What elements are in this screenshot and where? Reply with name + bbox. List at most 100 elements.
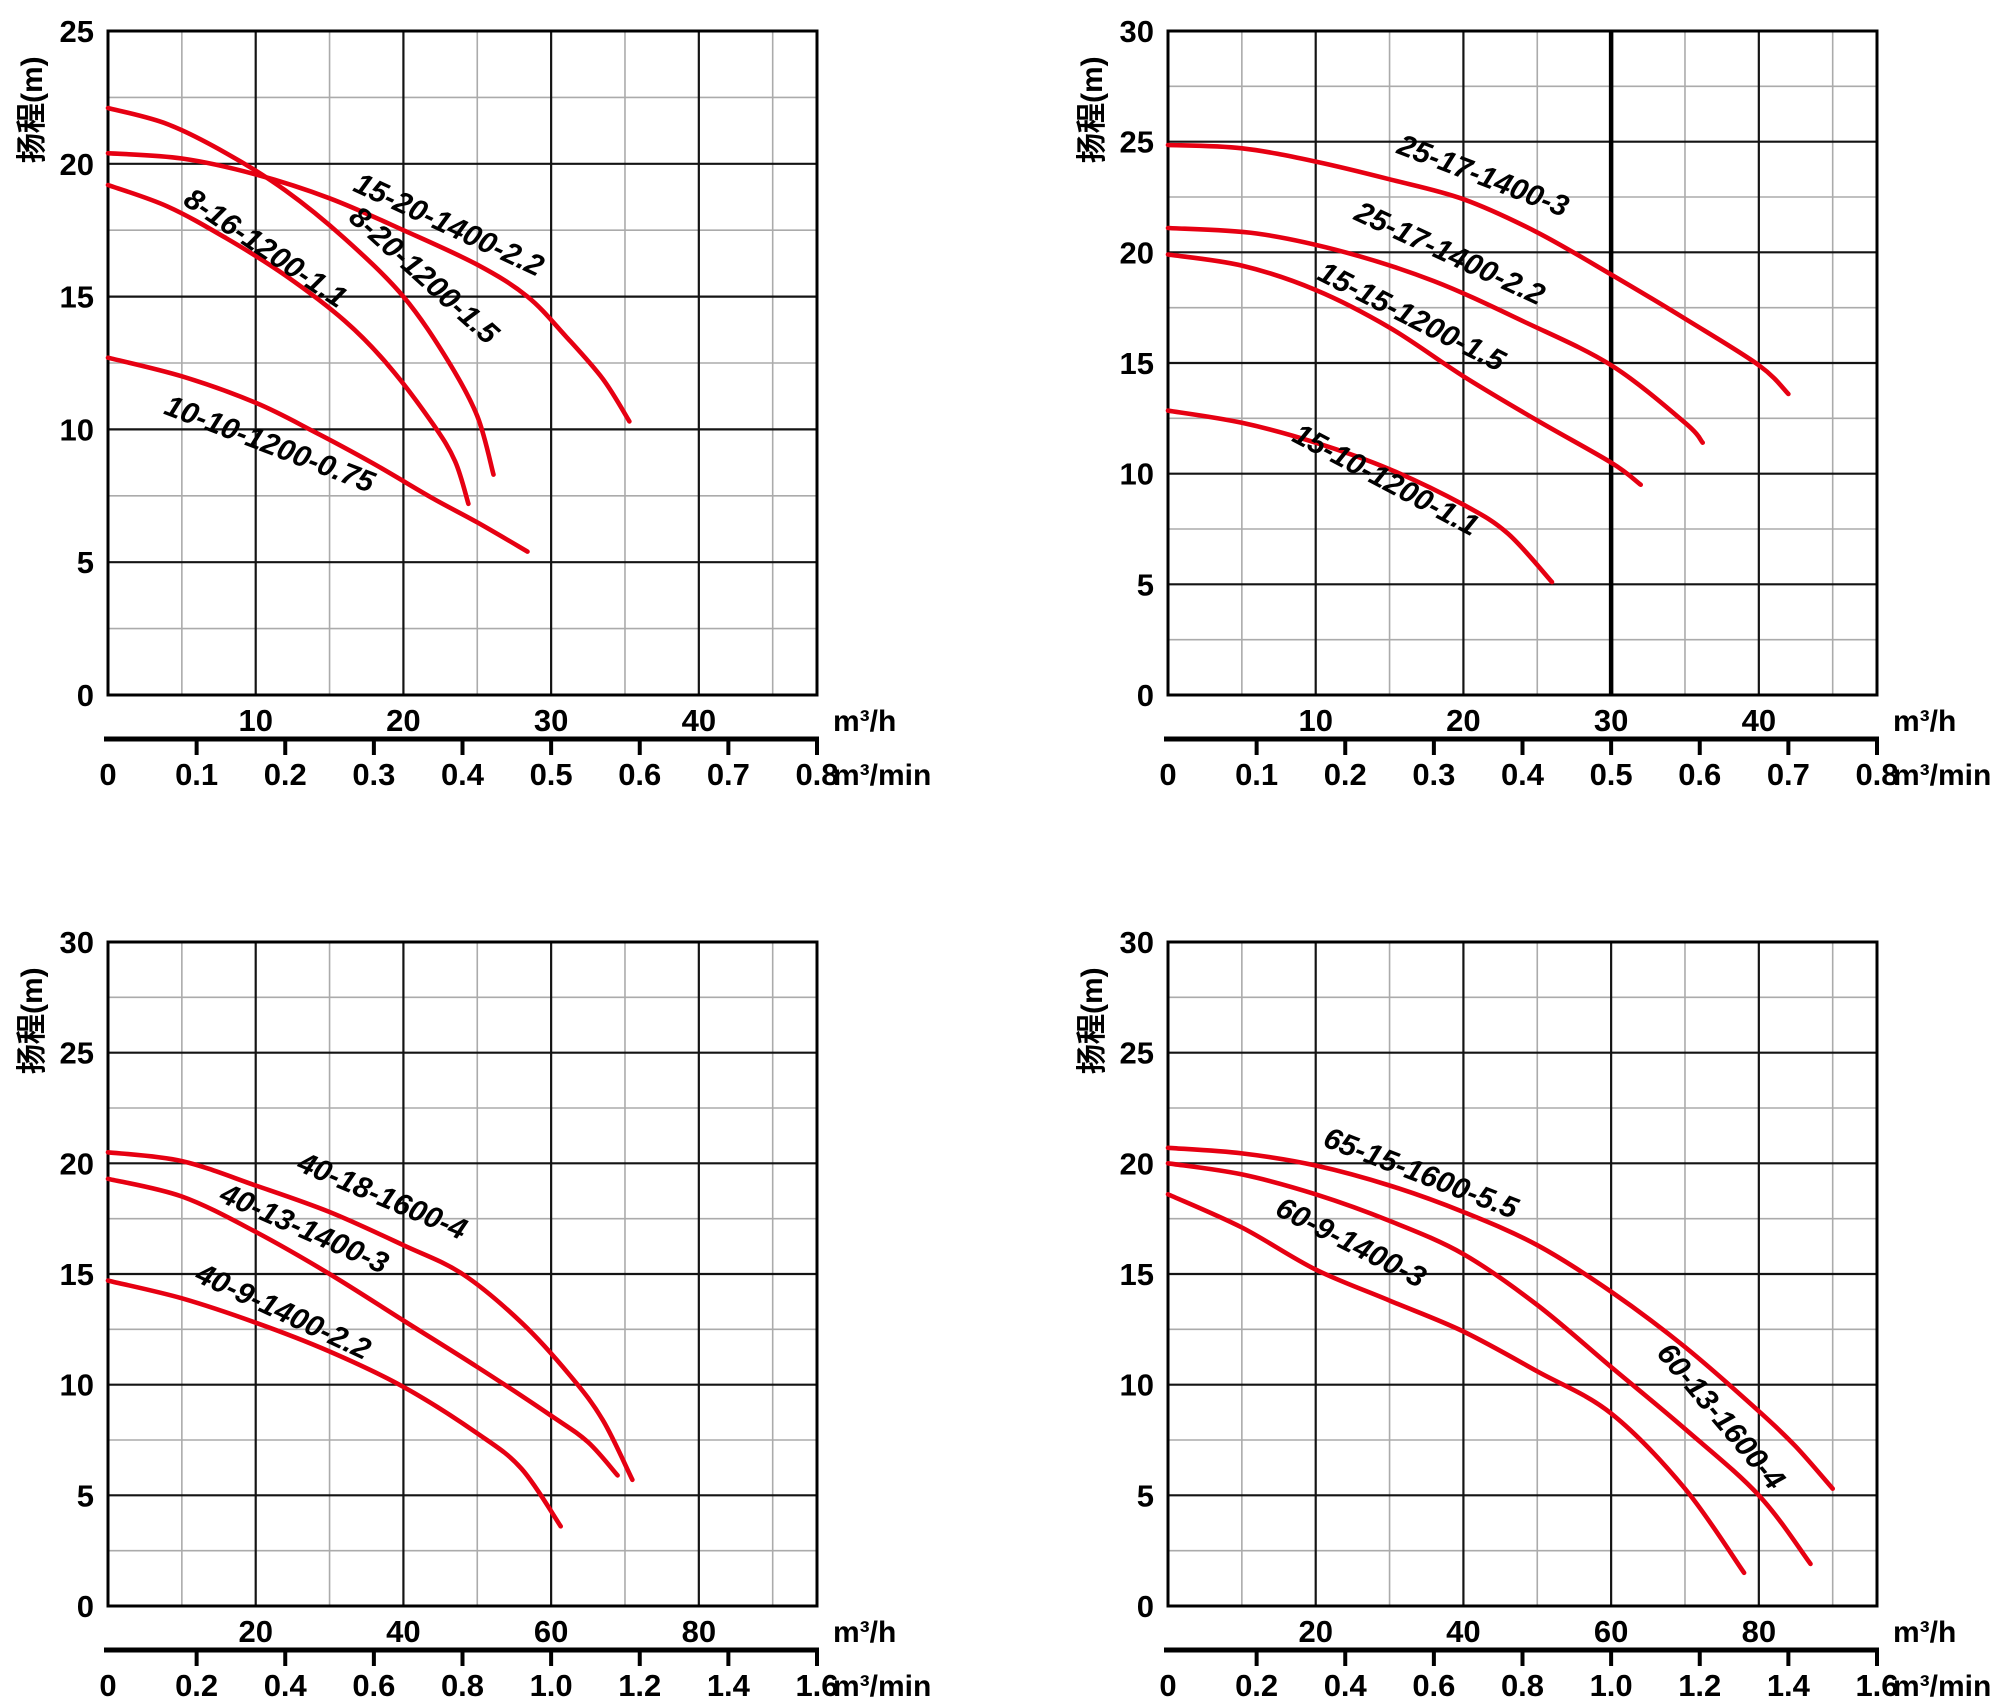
minute-axis-tick-label: 0 bbox=[99, 1668, 116, 1703]
minute-axis-tick-label: 1.4 bbox=[707, 1668, 751, 1703]
x-axis-tick-label: 20 bbox=[386, 703, 420, 738]
x-axis-tick-label: 30 bbox=[1594, 703, 1628, 738]
y-axis-title: 扬程(m) bbox=[16, 967, 49, 1074]
pump-curve-25-17-1400-3 bbox=[1165, 142, 1791, 397]
plot-border bbox=[106, 940, 819, 1608]
x-axis-tick-label: 10 bbox=[1298, 703, 1332, 738]
chart-bottom-left: 0 5 10 15 20 25 30 扬程(m) 20 40 60 80 m³/h 0 0.2 0.4 0.6 0… bbox=[0, 854, 1006, 1707]
minute-axis-unit-label: m³/min bbox=[1893, 759, 1991, 792]
y-axis-tick-label: 30 bbox=[60, 925, 94, 960]
minute-axis-tick-label: 1.0 bbox=[530, 1668, 573, 1703]
minute-axis-unit-label: m³/min bbox=[833, 759, 931, 792]
minute-axis-tick-label: 0.5 bbox=[530, 757, 573, 792]
x-axis-tick-label: 60 bbox=[1594, 1614, 1628, 1649]
minute-axis-tick-label: 0.8 bbox=[1855, 757, 1898, 792]
minute-axis-tick-label: 0.6 bbox=[1678, 757, 1721, 792]
x-axis-unit-label: m³/h bbox=[1893, 705, 1956, 738]
pump-curve-label: 10-10-1200-0.75 bbox=[160, 389, 380, 500]
y-axis-title: 扬程(m) bbox=[1076, 967, 1109, 1074]
minute-axis-tick-label: 1.4 bbox=[1767, 1668, 1811, 1703]
y-axis-tick-label: 5 bbox=[77, 1478, 94, 1513]
pump-curve-40-13-1400-3 bbox=[105, 1176, 620, 1478]
x-axis-tick-label: 40 bbox=[386, 1614, 420, 1649]
minute-axis-tick-label: 0 bbox=[99, 757, 116, 792]
x-axis-tick-label: 30 bbox=[534, 703, 568, 738]
x-axis-tick-label: 20 bbox=[1446, 703, 1480, 738]
chart-top-right-canvas: 0 5 10 15 20 25 30 扬程(m) 10 20 30 40 m³/h 0 0.1 0.2 0.3 0… bbox=[1076, 14, 1991, 792]
pump-curve-label: 8-16-1200-1.1 bbox=[178, 182, 353, 315]
y-axis-tick-label: 20 bbox=[60, 1146, 94, 1181]
y-axis-tick-label: 15 bbox=[60, 1257, 94, 1292]
minute-axis-tick-label: 0.3 bbox=[1412, 757, 1455, 792]
pump-curve-8-16-1200-1.1 bbox=[105, 182, 471, 507]
minute-axis-tick-label: 0.6 bbox=[618, 757, 661, 792]
x-axis-tick-label: 80 bbox=[682, 1614, 716, 1649]
pump-curve-25-17-1400-2.2 bbox=[1165, 225, 1705, 445]
pump-curve-60-9-1400-3 bbox=[1165, 1192, 1747, 1576]
minute-axis-tick-label: 0.8 bbox=[1501, 1668, 1544, 1703]
minute-axis-tick-label: 0.4 bbox=[441, 757, 485, 792]
pump-curve-60-13-1600-4 bbox=[1165, 1161, 1813, 1567]
minute-axis-tick-label: 0.3 bbox=[352, 757, 395, 792]
minute-axis-tick-label: 0.2 bbox=[175, 1668, 218, 1703]
x-axis-unit-label: m³/h bbox=[833, 1616, 896, 1649]
y-axis-tick-label: 0 bbox=[77, 678, 94, 713]
plot-border bbox=[106, 29, 819, 697]
minute-axis-tick-label: 0.2 bbox=[1324, 757, 1367, 792]
minute-axis-unit-label: m³/min bbox=[833, 1670, 931, 1703]
minute-axis-tick-label: 1.2 bbox=[618, 1668, 661, 1703]
pump-curve-40-9-1400-2.2 bbox=[105, 1278, 563, 1529]
minute-axis-tick-label: 1.2 bbox=[1678, 1668, 1721, 1703]
minute-axis-tick-label: 0.8 bbox=[795, 757, 838, 792]
chart-top-right: 0 5 10 15 20 25 30 扬程(m) 10 20 30 40 m³/h 0 0.1 0.2 0.3 0… bbox=[1007, 0, 2013, 853]
x-axis-tick-label: 60 bbox=[534, 1614, 568, 1649]
minute-axis-tick-label: 1.6 bbox=[795, 1668, 838, 1703]
x-axis-tick-label: 40 bbox=[1742, 703, 1776, 738]
x-axis-tick-label: 20 bbox=[1298, 1614, 1332, 1649]
minute-axis-tick-label: 0.4 bbox=[1501, 757, 1545, 792]
y-axis-tick-label: 30 bbox=[1120, 925, 1154, 960]
minute-axis-tick-label: 0.4 bbox=[264, 1668, 308, 1703]
minute-axis-tick-label: 0.6 bbox=[352, 1668, 395, 1703]
plot-border bbox=[1166, 29, 1879, 697]
y-axis-tick-label: 20 bbox=[60, 147, 94, 182]
x-axis-unit-label: m³/h bbox=[1893, 1616, 1956, 1649]
minute-axis-tick-label: 0.1 bbox=[1235, 757, 1278, 792]
y-axis-tick-label: 20 bbox=[1120, 235, 1154, 270]
y-axis-tick-label: 10 bbox=[1120, 457, 1154, 492]
x-axis-unit-label: m³/h bbox=[833, 705, 896, 738]
minute-axis-tick-label: 0.6 bbox=[1412, 1668, 1455, 1703]
pump-curve-15-10-1200-1.1 bbox=[1165, 408, 1555, 585]
x-axis-tick-label: 10 bbox=[238, 703, 272, 738]
minute-axis-tick-label: 0.4 bbox=[1324, 1668, 1368, 1703]
pump-curve-15-20-1400-2.2 bbox=[105, 150, 632, 424]
y-axis-tick-label: 5 bbox=[1137, 1478, 1154, 1513]
minute-axis-tick-label: 0.5 bbox=[1590, 757, 1633, 792]
minute-axis-tick-label: 0.1 bbox=[175, 757, 218, 792]
chart-top-left-canvas: 0 5 10 15 20 25 扬程(m) 10 20 30 40 m³/h 0 0.1 0.2 0.3 0.4… bbox=[16, 14, 931, 792]
y-axis-tick-label: 10 bbox=[60, 412, 94, 447]
y-axis-tick-label: 25 bbox=[1120, 1036, 1154, 1071]
chart-bottom-right: 0 5 10 15 20 25 30 扬程(m) 20 40 60 80 m³/h 0 0.2 0.4 0.6 0… bbox=[1007, 854, 2013, 1707]
x-axis-tick-label: 40 bbox=[682, 703, 716, 738]
pump-curve-15-15-1200-1.5 bbox=[1165, 252, 1643, 487]
y-axis-tick-label: 25 bbox=[60, 14, 94, 49]
minute-axis-tick-label: 0 bbox=[1159, 757, 1176, 792]
minute-axis-tick-label: 0 bbox=[1159, 1668, 1176, 1703]
y-axis-tick-label: 5 bbox=[77, 545, 94, 580]
y-axis-tick-label: 25 bbox=[1120, 125, 1154, 160]
y-axis-title: 扬程(m) bbox=[16, 56, 49, 163]
y-axis-tick-label: 5 bbox=[1137, 567, 1154, 602]
chart-bottom-left-canvas: 0 5 10 15 20 25 30 扬程(m) 20 40 60 80 m³/h 0 0.2 0.4 0.6 0… bbox=[16, 925, 931, 1703]
pump-curve-8-20-1200-1.5 bbox=[105, 105, 496, 477]
pump-curve-10-10-1200-0.75 bbox=[105, 355, 530, 554]
x-axis-tick-label: 80 bbox=[1742, 1614, 1776, 1649]
y-axis-tick-label: 30 bbox=[1120, 14, 1154, 49]
y-axis-tick-label: 0 bbox=[77, 1589, 94, 1624]
y-axis-tick-label: 15 bbox=[60, 280, 94, 315]
y-axis-tick-label: 10 bbox=[1120, 1368, 1154, 1403]
chart-bottom-right-canvas: 0 5 10 15 20 25 30 扬程(m) 20 40 60 80 m³/h 0 0.2 0.4 0.6 0… bbox=[1076, 925, 1991, 1703]
y-axis-tick-label: 10 bbox=[60, 1368, 94, 1403]
minute-axis-tick-label: 1.6 bbox=[1855, 1668, 1898, 1703]
